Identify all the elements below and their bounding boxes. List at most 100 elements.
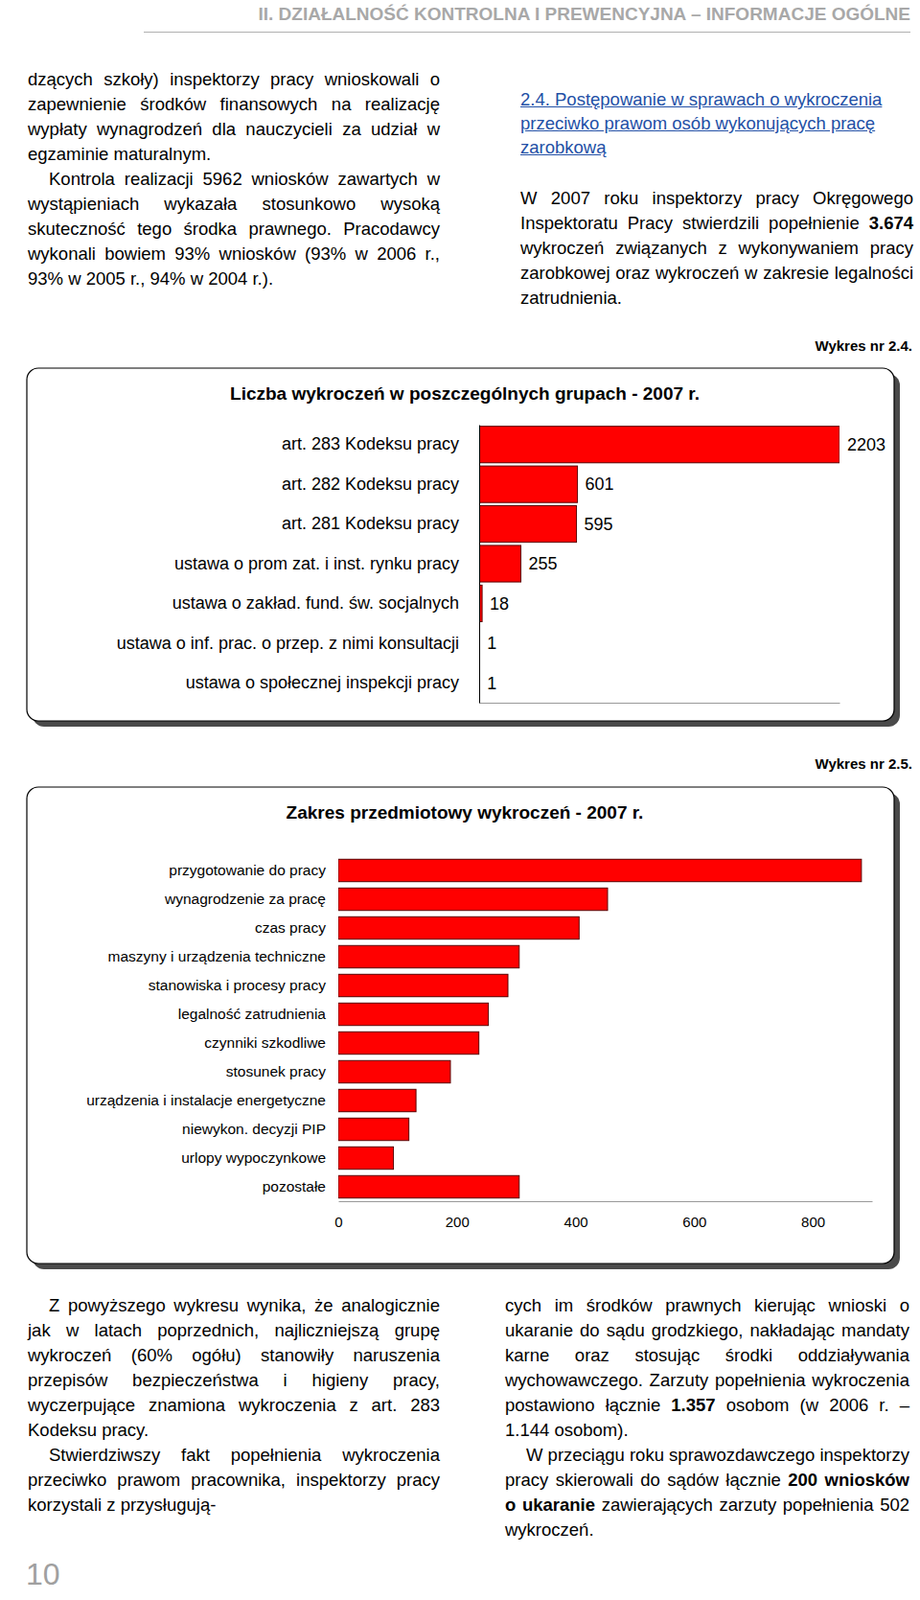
x-tick-label: 800	[801, 1213, 826, 1230]
y-tick-label: urządzenia i instalacje energetyczne	[86, 1091, 326, 1108]
figure-label: Wykres nr 2.5.	[815, 755, 913, 772]
y-tick: art. 282 Kodeksu pracy	[281, 474, 480, 494]
chart-frame	[26, 368, 895, 721]
bar	[479, 506, 577, 543]
y-tick: ustawa o społecznej inspekcji pracy	[185, 672, 480, 692]
chart-title: Liczba wykroczeń w poszczególnych grupac…	[230, 383, 700, 404]
bar	[338, 1088, 416, 1111]
y-tick-label: ustawa o społecznej inspekcji pracy	[185, 672, 460, 692]
bar	[479, 465, 578, 503]
header-title: II. DZIAŁALNOŚĆ KONTROLNA I PREWENCYJNA …	[257, 3, 911, 25]
bar	[338, 973, 508, 996]
chart-title: Zakres przedmiotowy wykroczeń - 2007 r.	[286, 802, 644, 823]
x-tick: 600	[682, 1200, 707, 1230]
text-column: W 2007 roku inspektorzy pracy Okręgowego…	[520, 185, 914, 311]
x-tick: 400	[564, 1200, 589, 1230]
page: II. DZIAŁALNOŚĆ KONTROLNA I PREWENCYJNA …	[0, 0, 920, 1600]
y-tick-label: ustawa o inf. prac. o przep. z nimi kons…	[116, 633, 460, 653]
text-column: cych im środków prawnych kierując wniosk…	[505, 1292, 910, 1542]
x-axis	[480, 702, 841, 704]
paragraph: cych im środków prawnych kierując wniosk…	[505, 1292, 910, 1443]
bar	[338, 858, 862, 881]
y-tick: urządzenia i instalacje energetyczne	[86, 1091, 339, 1108]
text-run: dzących szkoły) inspektorzy pracy wniosk…	[27, 69, 440, 164]
bar	[338, 1031, 480, 1054]
x-axis: 0 200 400 600 800	[334, 1200, 873, 1230]
text-run: Kontrola realizacji 5962 wniosków zawart…	[27, 168, 440, 289]
y-tick-label: stosunek pracy	[226, 1062, 326, 1080]
y-tick-label: ustawa o prom zat. i inst. rynku pracy	[174, 553, 460, 574]
text-column: dzących szkoły) inspektorzy pracy wniosk…	[27, 67, 440, 292]
data-label: 595	[584, 514, 614, 534]
data-label: 601	[585, 474, 615, 494]
section-heading: 2.4. Postępowanie w sprawach o wykroczen…	[520, 87, 914, 160]
y-axis: art. 283 Kodeksu pracy art. 282 Kodeksu p…	[116, 425, 481, 704]
text-run: 1.357	[670, 1394, 715, 1415]
bar	[338, 1117, 410, 1140]
text-run: W 2007 roku inspektorzy pracy Okręgowego…	[520, 187, 914, 233]
bar	[338, 1059, 451, 1082]
chart-frame	[26, 786, 895, 1264]
x-axis-line	[480, 702, 841, 704]
header-rule	[143, 31, 911, 33]
paragraph: W 2007 roku inspektorzy pracy Okręgowego…	[520, 185, 914, 311]
y-tick-label: art. 281 Kodeksu pracy	[281, 513, 460, 533]
x-tick: 0	[334, 1200, 343, 1230]
y-tick-label: art. 283 Kodeksu pracy	[281, 434, 460, 454]
paragraph: Stwierdziwszy fakt popełnienia wykroczen…	[27, 1442, 440, 1518]
paragraph: Kontrola realizacji 5962 wniosków zawart…	[27, 166, 440, 292]
y-tick: stanowiska i procesy pracy	[148, 976, 339, 993]
y-axis: przygotowanie do pracy wynagrodzenie za p…	[86, 856, 339, 1202]
y-tick: urlopy wypoczynkowe	[181, 1149, 339, 1166]
y-tick-label: czas pracy	[254, 919, 326, 936]
paragraph: Z powyższego wykresu wynika, że analogic…	[27, 1292, 440, 1443]
y-tick: ustawa o prom zat. i inst. rynku pracy	[174, 553, 480, 574]
bars	[338, 858, 862, 1197]
y-tick: niewykon. decyzji PIP	[182, 1120, 339, 1137]
data-label: 255	[529, 553, 558, 574]
text-run: Stwierdziwszy fakt popełnienia wykroczen…	[27, 1444, 440, 1515]
bar	[479, 545, 522, 582]
chart: Liczba wykroczeń w poszczególnych grupac…	[25, 367, 908, 734]
paragraph: dzących szkoły) inspektorzy pracy wniosk…	[27, 67, 440, 167]
x-axis-line	[339, 1200, 874, 1202]
y-tick: przygotowanie do pracy	[168, 861, 339, 878]
y-tick: maszyny i urządzenia techniczne	[108, 947, 339, 965]
x-tick-label: 200	[445, 1213, 470, 1230]
y-tick-label: stanowiska i procesy pracy	[148, 976, 326, 993]
data-label: 1	[486, 673, 497, 693]
bar	[479, 426, 840, 463]
y-tick-label: czynniki szkodliwe	[204, 1034, 326, 1051]
y-tick-label: pozostałe	[262, 1177, 326, 1195]
chart: Zakres przedmiotowy wykroczeń - 2007 r. 0…	[25, 785, 908, 1277]
data-label: 1	[486, 633, 497, 653]
y-axis-line	[338, 856, 340, 1202]
x-tick-label: 0	[334, 1213, 343, 1230]
y-tick-label: ustawa o zakład. fund. św. socjalnych	[172, 593, 460, 613]
paragraph: W przeciągu roku sprawozdawczego inspekt…	[505, 1442, 910, 1542]
page-number: 10	[25, 1556, 61, 1592]
bar	[338, 1174, 520, 1197]
bar	[338, 944, 520, 967]
y-tick-label: przygotowanie do pracy	[168, 861, 326, 878]
data-label: 2203	[847, 435, 886, 455]
y-axis-line	[479, 425, 481, 704]
y-tick: art. 283 Kodeksu pracy	[281, 434, 480, 454]
bar	[338, 1146, 394, 1169]
y-tick: ustawa o inf. prac. o przep. z nimi kons…	[116, 633, 480, 653]
y-tick: art. 281 Kodeksu pracy	[281, 513, 480, 533]
y-tick-label: art. 282 Kodeksu pracy	[281, 474, 460, 494]
y-tick: pozostałe	[262, 1177, 339, 1195]
bars	[479, 426, 840, 702]
y-tick-label: maszyny i urządzenia techniczne	[108, 947, 326, 965]
y-tick: wynagrodzenie za pracę	[163, 890, 339, 907]
text-run: 3.674	[869, 212, 914, 233]
y-tick: legalność zatrudnienia	[178, 1005, 339, 1022]
y-tick: stosunek pracy	[226, 1062, 339, 1080]
y-tick-label: legalność zatrudnienia	[178, 1005, 327, 1022]
y-tick: czynniki szkodliwe	[204, 1034, 339, 1051]
y-tick-label: wynagrodzenie za pracę	[163, 890, 326, 907]
x-tick-label: 600	[682, 1213, 707, 1230]
x-tick-label: 400	[564, 1213, 589, 1230]
x-tick: 800	[801, 1200, 826, 1230]
